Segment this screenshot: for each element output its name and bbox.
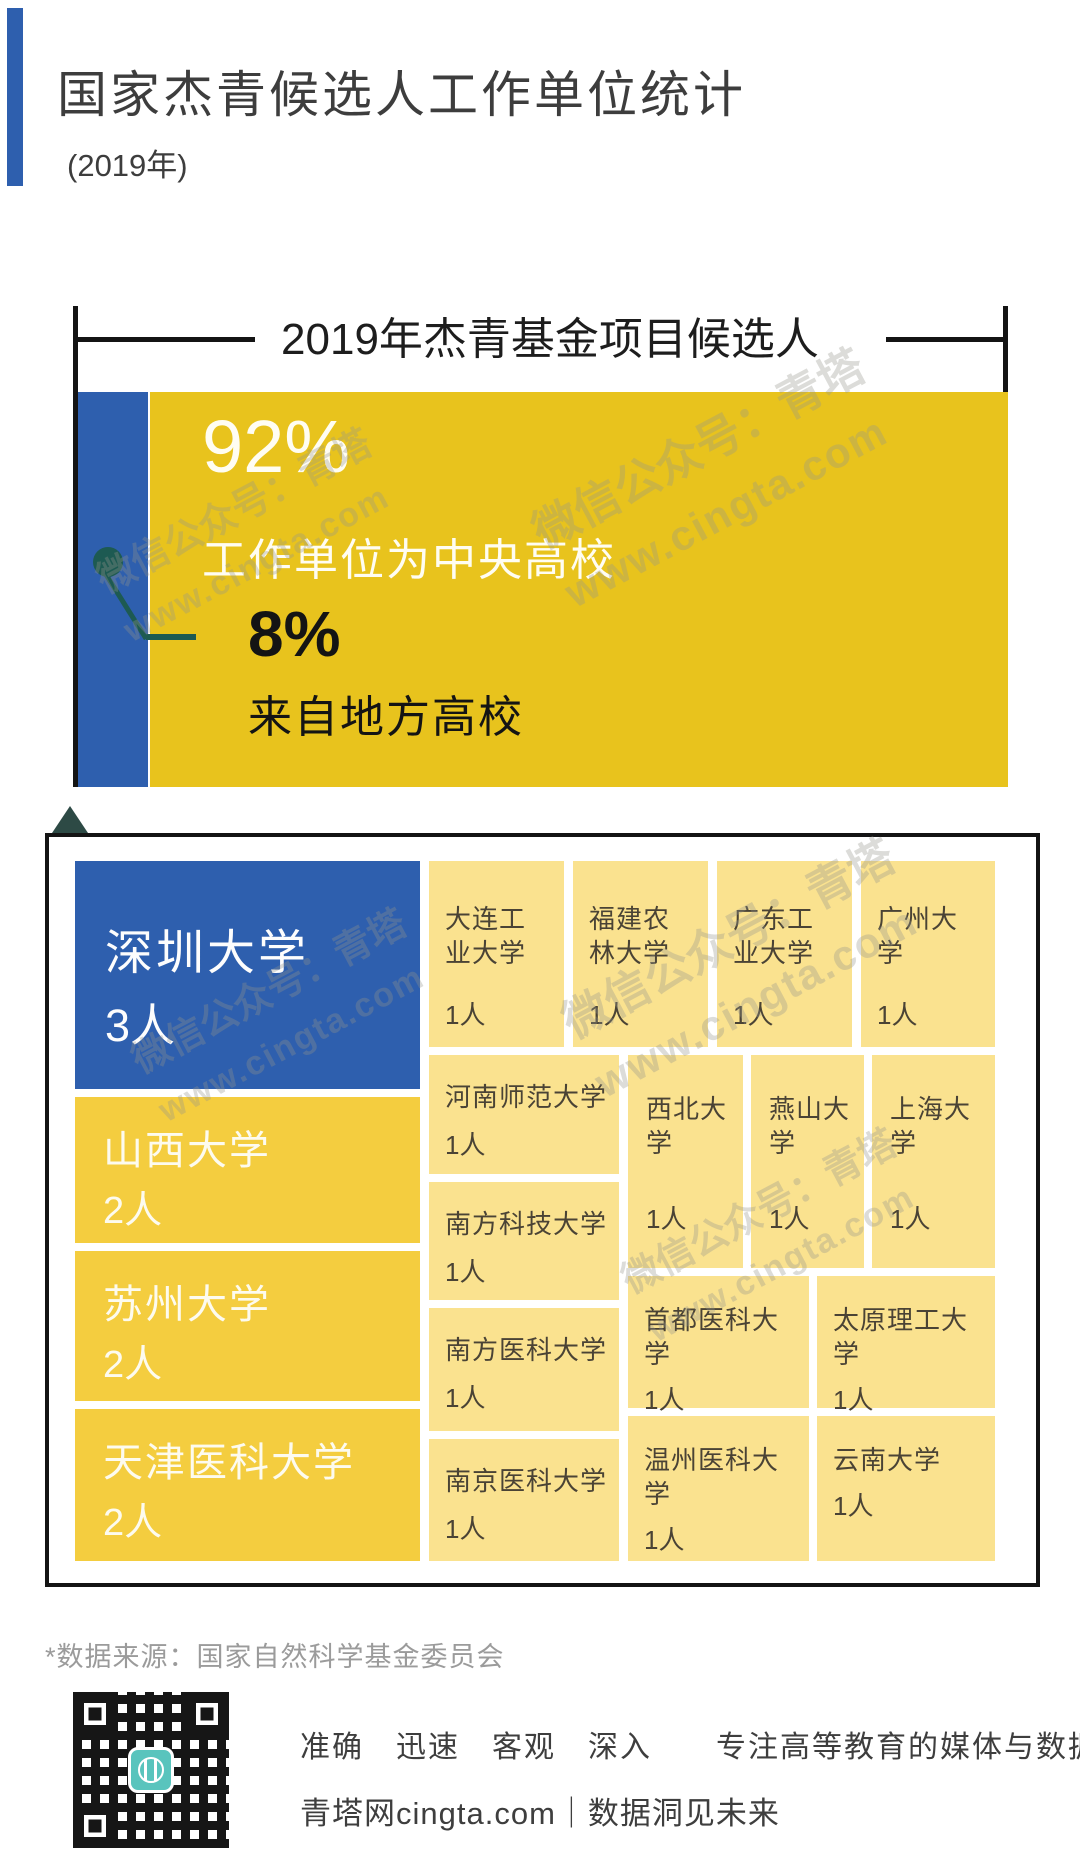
qr-finder-icon: [185, 1692, 229, 1736]
treemap-cell-yanshan: 燕山大学 1人: [751, 1055, 864, 1268]
treemap-cell-shanghai: 上海大学 1人: [872, 1055, 995, 1268]
central-percent-value: 92%: [202, 405, 351, 488]
treemap-cell-capital-medical: 首都医科大学 1人: [628, 1276, 809, 1415]
treemap-cell-nanjing-medical: 南京医科大学 1人: [429, 1439, 619, 1561]
bracket-left-dash: [73, 337, 255, 342]
treemap-cell-henan-normal: 河南师范大学 1人: [429, 1055, 619, 1174]
qr-code: [73, 1692, 229, 1848]
treemap-cell-yunnan: 云南大学 1人: [817, 1416, 995, 1561]
local-percent-value: 8%: [248, 598, 341, 670]
treemap: 深圳大学 3人 山西大学 2人 苏州大学 2人 天津医科大学 2人 大连工业大学…: [75, 861, 995, 1561]
local-percent-label: 来自地方高校: [248, 693, 524, 742]
banner-title: 2019年杰青基金项目候选人: [281, 315, 819, 364]
data-source-note: *数据来源：国家自然科学基金委员会: [45, 1642, 505, 1672]
treemap-cell-shanxi: 山西大学 2人: [75, 1097, 420, 1243]
callout-dash: [146, 634, 196, 640]
treemap-cell-fujian-agriculture: 福建农林大学 1人: [573, 861, 708, 1047]
treemap-cell-tianjin-medical: 天津医科大学 2人: [75, 1409, 420, 1561]
qingta-logo-icon: [128, 1747, 174, 1793]
treemap-cell-suzhou: 苏州大学 2人: [75, 1251, 420, 1401]
treemap-cell-dalian-polytechnic: 大连工业大学 1人: [429, 861, 564, 1047]
callout-dot: [93, 547, 123, 577]
treemap-cell-wenzhou-medical: 温州医科大学 1人: [628, 1416, 809, 1561]
title-accent-bar: [7, 8, 23, 186]
treemap-frame: 深圳大学 3人 山西大学 2人 苏州大学 2人 天津医科大学 2人 大连工业大学…: [45, 833, 1040, 1587]
treemap-cell-northwest: 西北大学 1人: [628, 1055, 743, 1268]
bracket-right-dash: [886, 337, 1008, 342]
treemap-cell-taiyuan-tech: 太原理工大学 1人: [817, 1276, 995, 1415]
bracket-left-line: [73, 306, 78, 787]
footer-site: 青塔网cingta.com｜数据洞见未来: [300, 1796, 780, 1831]
central-percent-label: 工作单位为中央高校: [202, 536, 616, 585]
banner-stat-box: 92% 工作单位为中央高校 8% 来自地方高校: [150, 392, 1008, 787]
treemap-cell-shenzhen: 深圳大学 3人: [75, 861, 420, 1089]
qr-finder-icon: [73, 1804, 117, 1848]
treemap-cell-southern-medical: 南方医科大学 1人: [429, 1308, 619, 1431]
page-title: 国家杰青候选人工作单位统计: [57, 67, 746, 123]
page-subtitle: (2019年): [67, 148, 188, 183]
treemap-cell-sustech: 南方科技大学 1人: [429, 1182, 619, 1300]
footer-slogan: 准确 迅速 客观 深入 专注高等教育的媒体与数据平台: [300, 1731, 1080, 1764]
qr-finder-icon: [73, 1692, 117, 1736]
treemap-cell-guangdong-tech: 广东工业大学 1人: [717, 861, 852, 1047]
treemap-cell-guangzhou: 广州大学 1人: [861, 861, 995, 1047]
arrow-up-icon: [52, 806, 88, 833]
